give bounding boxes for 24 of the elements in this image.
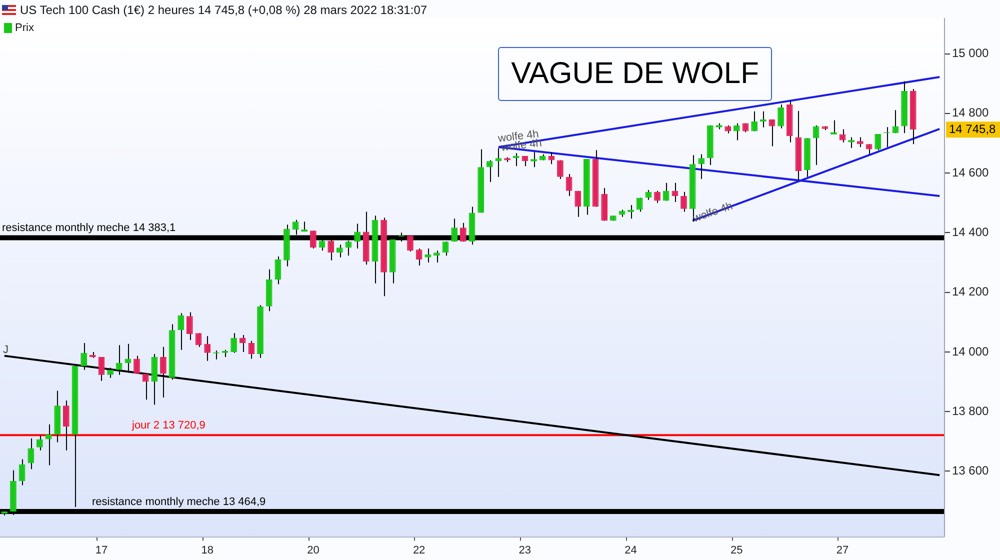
legend-label: Prix bbox=[15, 22, 34, 34]
y-tick-label: 13 600 bbox=[952, 464, 990, 478]
ref-line-label: resistance monthly meche 14 383,1 bbox=[2, 222, 176, 234]
x-tick-label: 24 bbox=[624, 544, 637, 556]
x-tick-label: 27 bbox=[836, 544, 849, 556]
x-tick-label: 17 bbox=[95, 544, 108, 556]
x-tick-label: 23 bbox=[518, 544, 532, 556]
y-tick-label: 15 000 bbox=[952, 46, 990, 60]
ref-line-label: resistance monthly meche 13 464,9 bbox=[92, 496, 266, 508]
x-tick-label: 22 bbox=[412, 544, 426, 556]
y-tick-label: 14 800 bbox=[952, 106, 990, 120]
y-tick-label: 13 800 bbox=[952, 404, 990, 418]
x-tick-label: 18 bbox=[201, 544, 214, 556]
text: 14 745,8 bbox=[949, 122, 996, 136]
annotation: wolfe 4h bbox=[690, 200, 734, 226]
y-tick-label: 14 600 bbox=[952, 165, 990, 180]
annotation: J bbox=[3, 344, 8, 356]
y-tick-label: 14 000 bbox=[952, 344, 990, 358]
y-tick-label: 14 400 bbox=[952, 224, 990, 239]
y-tick-label: 14 200 bbox=[952, 284, 990, 299]
chart-title: US Tech 100 Cash (1€) 2 heures 14 745,8 (+0,08 %) 28 mars 2022 18:31:07 bbox=[20, 3, 428, 17]
x-tick-label: 25 bbox=[730, 544, 743, 556]
x-tick-label: 20 bbox=[307, 544, 320, 556]
ref-line-label: jour 2 13 720,9 bbox=[131, 420, 206, 432]
